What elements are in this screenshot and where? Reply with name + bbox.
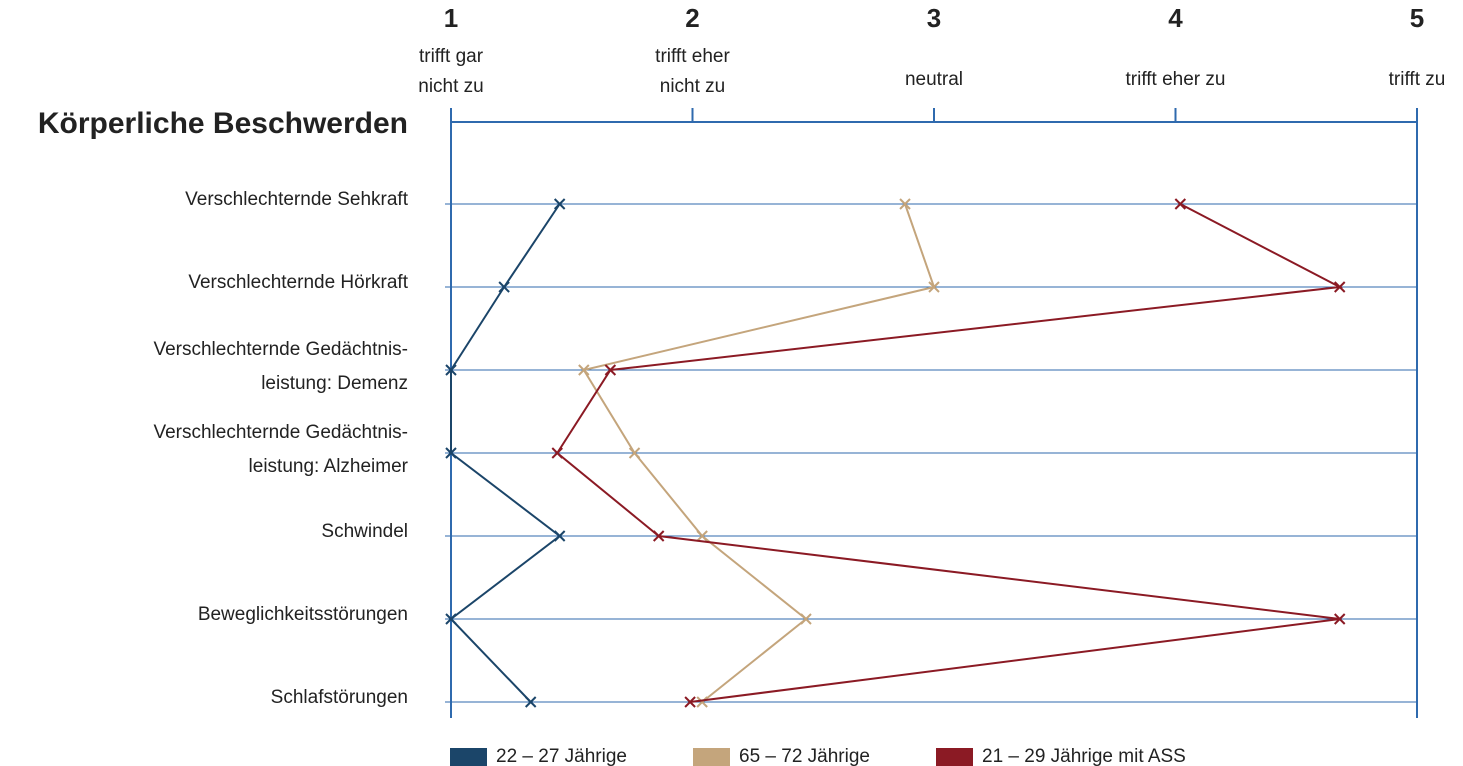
- data-marker: [445, 613, 457, 625]
- data-marker: [604, 364, 617, 376]
- legend-label: 22 – 27 Jährige: [496, 746, 627, 766]
- tick-description: trifft eher zu: [1126, 69, 1226, 90]
- data-marker: [553, 198, 566, 210]
- data-marker: [684, 696, 696, 708]
- category-label: Schlafstörungen: [271, 687, 408, 708]
- data-marker: [551, 447, 563, 459]
- category-label: Beweglichkeitsstörungen: [198, 604, 408, 625]
- data-marker: [445, 447, 457, 459]
- x-tick-label: 2: [685, 3, 699, 33]
- legend-swatch: [936, 748, 973, 766]
- category-label: leistung: Demenz: [261, 373, 408, 394]
- data-marker: [628, 447, 641, 459]
- data-marker: [1174, 198, 1187, 210]
- data-marker: [445, 364, 457, 376]
- data-marker: [578, 364, 590, 376]
- tick-description: nicht zu: [660, 76, 725, 97]
- data-marker: [928, 281, 940, 293]
- category-label: Schwindel: [321, 521, 408, 542]
- category-label: leistung: Alzheimer: [249, 456, 409, 477]
- data-marker: [696, 696, 708, 708]
- category-label: Verschlechternde Gedächtnis-: [153, 339, 408, 360]
- data-marker: [498, 281, 510, 293]
- tick-description: trifft gar: [419, 46, 484, 67]
- tick-description: trifft eher: [655, 46, 730, 67]
- legend-swatch: [693, 748, 730, 766]
- legend-label: 65 – 72 Jährige: [739, 746, 870, 766]
- tick-description: neutral: [905, 69, 963, 90]
- tick-description: trifft zu: [1389, 69, 1446, 90]
- data-marker: [696, 530, 708, 542]
- data-marker: [553, 530, 566, 542]
- x-tick-label: 1: [444, 3, 458, 33]
- data-marker: [524, 696, 537, 708]
- data-marker: [899, 198, 911, 210]
- legend-label: 21 – 29 Jährige mit ASS: [982, 746, 1186, 766]
- x-tick-label: 3: [927, 3, 941, 33]
- chart-title: Körperliche Beschwerden: [38, 107, 408, 140]
- tick-description: nicht zu: [418, 76, 483, 97]
- x-tick-label: 4: [1168, 3, 1183, 33]
- data-marker: [800, 613, 812, 625]
- data-marker: [1334, 281, 1346, 293]
- x-tick-label: 5: [1410, 3, 1424, 33]
- category-label: Verschlechternde Hörkraft: [188, 272, 408, 293]
- data-marker: [652, 530, 665, 542]
- legend-swatch: [450, 748, 487, 766]
- category-label: Verschlechternde Gedächtnis-: [153, 422, 408, 443]
- category-label: Verschlechternde Sehkraft: [185, 189, 409, 210]
- data-marker: [1334, 613, 1346, 625]
